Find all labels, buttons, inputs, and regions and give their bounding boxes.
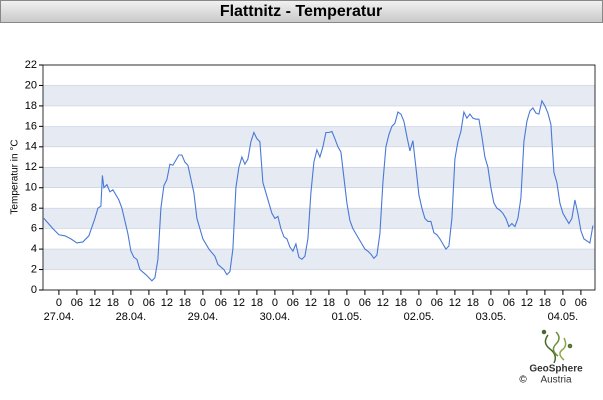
y-tick-label: 14 xyxy=(25,141,37,153)
grid-band xyxy=(43,167,595,188)
x-tick-label: 18 xyxy=(539,297,551,309)
date-label: 03.05. xyxy=(476,311,507,323)
y-tick-label: 16 xyxy=(25,120,37,132)
x-tick-label: 0 xyxy=(128,297,134,309)
date-label: 27.04. xyxy=(44,311,75,323)
date-label: 28.04. xyxy=(116,311,147,323)
logo-swirl xyxy=(544,334,557,364)
x-tick-label: 18 xyxy=(251,297,263,309)
x-tick-label: 18 xyxy=(179,297,191,309)
y-tick-label: 20 xyxy=(25,79,37,91)
plot: 0 2 4 6 8 10 12 14 16 18 20 22 0 06 12 18 0 06 12 18 0 06 12 18… xyxy=(25,59,596,323)
logo-name: GeoSphere xyxy=(529,364,583,375)
x-tick-label: 06 xyxy=(575,297,587,309)
x-tick-label: 06 xyxy=(287,297,299,309)
x-tick-label: 18 xyxy=(395,297,407,309)
x-tick-label: 12 xyxy=(89,297,101,309)
x-tick-label: 12 xyxy=(305,297,317,309)
y-axis-label: Temperatur in °C xyxy=(10,139,21,214)
x-tick-label: 12 xyxy=(377,297,389,309)
x-tick-label: 06 xyxy=(71,297,83,309)
grid-band xyxy=(43,126,595,147)
x-tick-label: 0 xyxy=(344,297,350,309)
y-tick-label: 10 xyxy=(25,182,37,194)
x-tick-label: 0 xyxy=(560,297,566,309)
y-tick-label: 18 xyxy=(25,100,37,112)
x-tick-label: 06 xyxy=(359,297,371,309)
logo-dot xyxy=(567,343,573,349)
grid-band xyxy=(43,85,595,106)
x-tick-label: 06 xyxy=(143,297,155,309)
y-tick-label: 0 xyxy=(31,284,37,296)
x-tick-label: 0 xyxy=(200,297,206,309)
x-tick-label: 06 xyxy=(431,297,443,309)
x-tick-label: 0 xyxy=(56,297,62,309)
date-label: 04.05. xyxy=(548,311,579,323)
grid-band xyxy=(43,249,595,270)
x-tick-label: 18 xyxy=(467,297,479,309)
x-tick-label: 12 xyxy=(449,297,461,309)
x-tick-label: 06 xyxy=(215,297,227,309)
copyright: © xyxy=(519,375,527,386)
x-tick-label: 0 xyxy=(272,297,278,309)
logo-sub: Austria xyxy=(540,375,572,386)
y-tick-label: 2 xyxy=(31,263,37,275)
chart-title: Flattnitz - Temperatur xyxy=(220,3,382,20)
grid-band xyxy=(43,208,595,229)
x-tick-label: 18 xyxy=(107,297,119,309)
date-label: 02.05. xyxy=(404,311,435,323)
logo-swirl xyxy=(552,331,560,357)
date-label: 30.04. xyxy=(260,311,291,323)
logo-swirl xyxy=(559,337,567,361)
x-tick-label: 06 xyxy=(503,297,515,309)
x-tick-label: 12 xyxy=(233,297,245,309)
x-tick-label: 18 xyxy=(323,297,335,309)
x-tick-label: 12 xyxy=(521,297,533,309)
y-tick-label: 8 xyxy=(31,202,37,214)
plot-frame xyxy=(42,64,596,291)
x-tick-label: 0 xyxy=(416,297,422,309)
data-line xyxy=(43,99,594,282)
x-tick-label: 12 xyxy=(161,297,173,309)
y-tick-label: 12 xyxy=(25,161,37,173)
x-tick-label: 0 xyxy=(488,297,494,309)
y-tick-label: 4 xyxy=(31,243,37,255)
y-tick-label: 22 xyxy=(25,59,37,71)
logo xyxy=(541,329,573,364)
y-tick-label: 6 xyxy=(31,223,37,235)
logo-dot xyxy=(541,329,547,335)
date-label: 01.05. xyxy=(332,311,363,323)
date-label: 29.04. xyxy=(188,311,219,323)
